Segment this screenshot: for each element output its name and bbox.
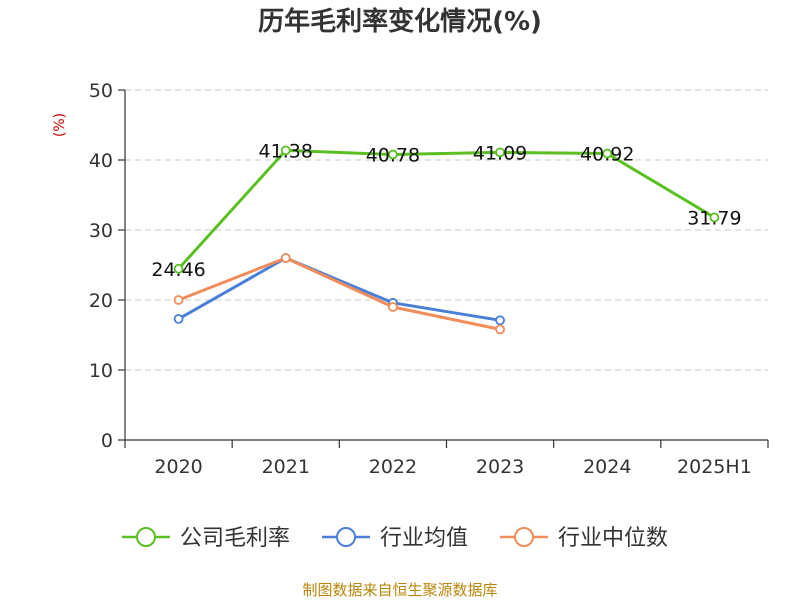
- source-note: 制图数据来自恒生聚源数据库: [302, 581, 497, 599]
- data-label: 40.92: [580, 144, 634, 166]
- x-tick-label: 2020: [154, 456, 202, 478]
- legend-label: 行业均值: [380, 526, 468, 551]
- data-point: [495, 147, 505, 158]
- x-tick-label: 2025H1: [677, 456, 752, 478]
- series-layer: [173, 145, 720, 335]
- x-tick-label: 2023: [476, 456, 524, 478]
- series-line-2: [178, 256, 501, 331]
- data-point: [280, 253, 291, 263]
- data-point: [709, 212, 720, 223]
- legend-label: 公司毛利率: [180, 526, 290, 551]
- y-tick-label: 30: [89, 220, 113, 242]
- series-line-1: [177, 256, 501, 322]
- legend-item[interactable]: 行业均值: [322, 526, 468, 551]
- data-point: [602, 148, 613, 159]
- legend-item[interactable]: 行业中位数: [500, 526, 668, 551]
- x-tick-label: 2024: [583, 456, 631, 478]
- legend-marker: [514, 527, 534, 547]
- y-axis-unit: (%): [52, 113, 68, 137]
- x-tick-label: 2021: [262, 456, 310, 478]
- legend-item[interactable]: 公司毛利率: [122, 526, 290, 551]
- legend[interactable]: 公司毛利率 行业均值 行业中位数: [122, 526, 668, 551]
- data-point: [388, 302, 398, 312]
- data-labels: 24.46 41.38 40.78 41.09 40.92 31.79: [151, 140, 741, 280]
- y-tick-label: 20: [89, 290, 113, 312]
- y-tick-label: 50: [89, 80, 113, 102]
- data-label: 41.09: [473, 142, 527, 164]
- data-point: [173, 263, 184, 274]
- data-point: [495, 324, 505, 335]
- data-label: 40.78: [366, 145, 420, 167]
- axes: 0 10 20 30 40 50 2020 2021 2022 2023 2024 2025H1: [89, 80, 769, 478]
- y-tick-label: 10: [89, 360, 113, 382]
- data-point: [173, 313, 184, 324]
- data-point: [173, 295, 184, 305]
- y-tick-label: 40: [89, 150, 113, 172]
- data-label: 24.46: [151, 259, 205, 281]
- series-line-0: [177, 148, 716, 270]
- legend-marker: [336, 527, 356, 547]
- y-tick-label: 0: [101, 430, 113, 452]
- data-point: [388, 149, 398, 160]
- data-point: [495, 315, 505, 326]
- legend-label: 行业中位数: [558, 526, 668, 551]
- data-label: 41.38: [259, 140, 313, 162]
- grid-lines: [125, 89, 768, 371]
- chart-title: 历年毛利率变化情况(%): [258, 6, 542, 37]
- x-tick-label: 2022: [369, 456, 417, 478]
- data-point: [280, 145, 291, 156]
- data-label: 31.79: [687, 207, 741, 229]
- legend-marker: [136, 527, 156, 547]
